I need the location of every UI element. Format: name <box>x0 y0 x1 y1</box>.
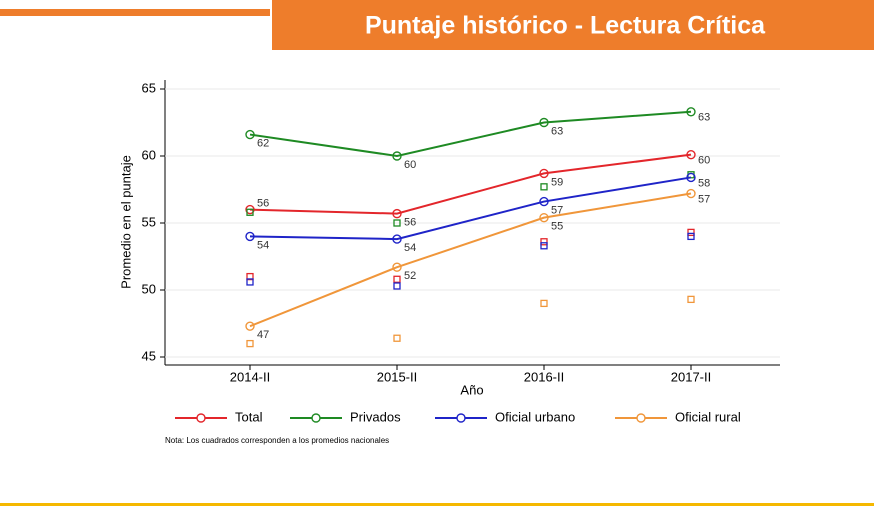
x-tick-label: 2014-II <box>230 369 270 384</box>
data-label: 54 <box>404 242 416 254</box>
data-label: 52 <box>404 270 416 282</box>
legend-marker <box>311 413 321 423</box>
point <box>539 168 549 179</box>
y-tick-label: 60 <box>142 147 156 162</box>
point <box>392 151 402 161</box>
national-square <box>393 282 401 290</box>
title: Puntaje histórico - Lectura Crítica <box>365 12 766 40</box>
legend-label: Oficial urbano <box>495 409 575 424</box>
top-bar <box>0 9 270 16</box>
y-tick-label: 55 <box>142 214 156 229</box>
legend-label: Privados <box>350 409 401 424</box>
national-square <box>246 208 254 216</box>
legend-marker <box>456 413 466 423</box>
data-label: 57 <box>551 204 563 216</box>
bottom-bar <box>0 503 874 506</box>
legend-marker <box>196 413 206 423</box>
national-square <box>393 219 401 227</box>
national-square <box>393 334 401 342</box>
point <box>245 129 255 140</box>
national-square <box>687 295 695 304</box>
point <box>686 188 696 199</box>
series-line <box>249 192 692 328</box>
data-label: 47 <box>257 329 269 341</box>
series-line <box>249 153 692 215</box>
national-square <box>540 238 548 246</box>
data-label: 60 <box>404 159 416 171</box>
national-square <box>687 232 695 241</box>
x-tick-label: 2015-II <box>377 369 417 384</box>
data-label: 56 <box>257 198 269 210</box>
national-square <box>246 339 254 348</box>
x-tick-label: 2016-II <box>524 369 564 384</box>
y-tick-label: 50 <box>142 281 156 296</box>
legend-label: Total <box>235 409 263 424</box>
point <box>539 196 549 207</box>
data-label: 63 <box>551 125 563 137</box>
series-line <box>249 110 692 158</box>
point <box>392 234 402 244</box>
national-square <box>687 228 695 237</box>
data-label: 55 <box>551 221 563 233</box>
data-label: 54 <box>257 239 269 251</box>
title-box <box>272 0 874 50</box>
point <box>392 208 402 219</box>
y-tick-label: 45 <box>142 348 156 363</box>
national-square <box>393 275 401 283</box>
point <box>686 172 696 183</box>
point <box>686 149 696 160</box>
national-square <box>540 183 548 191</box>
data-label: 56 <box>404 217 416 229</box>
national-square <box>540 299 548 308</box>
y-tick-label: 65 <box>142 80 156 95</box>
point <box>539 117 549 128</box>
point <box>539 212 549 223</box>
data-label: 60 <box>698 155 710 167</box>
data-label: 59 <box>551 176 563 188</box>
point <box>245 204 255 215</box>
note: Nota: Los cuadrados corresponden a los p… <box>165 436 389 445</box>
legend-label: Oficial rural <box>675 409 741 424</box>
data-label: 62 <box>257 137 269 149</box>
x-tick-label: 2017-II <box>671 369 711 384</box>
y-axis-label: Promedio en el puntaje <box>118 155 133 289</box>
data-label: 58 <box>698 177 710 189</box>
point <box>245 231 255 242</box>
legend-marker <box>636 413 646 423</box>
national-square <box>246 278 254 286</box>
data-label: 63 <box>698 112 710 124</box>
data-label: 57 <box>698 193 710 205</box>
x-axis-label: Año <box>460 382 483 397</box>
point <box>245 321 255 331</box>
point <box>392 262 402 272</box>
point <box>686 107 696 117</box>
series-line <box>249 176 692 241</box>
national-square <box>540 242 548 250</box>
